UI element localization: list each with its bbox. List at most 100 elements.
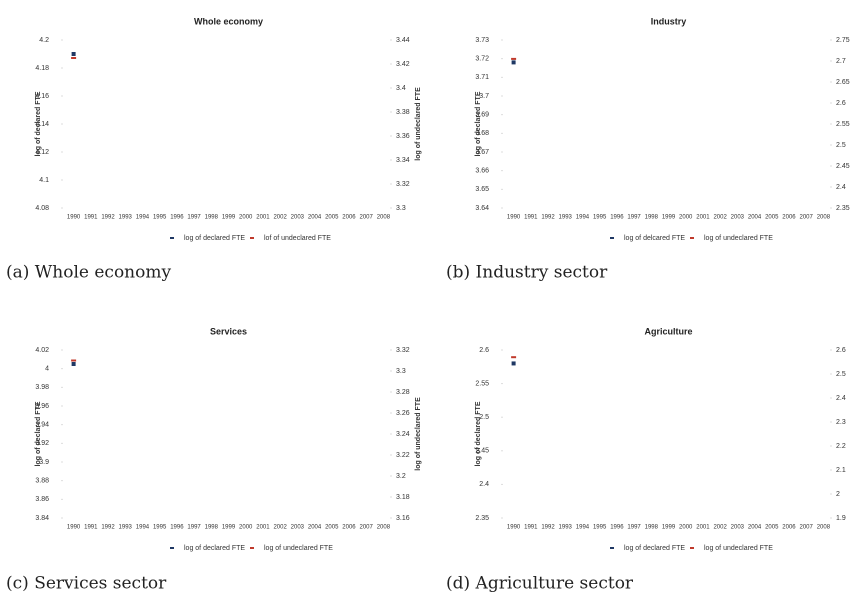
y2-axis-label: log of undeclared FTE bbox=[415, 397, 422, 471]
y-tick-label: 4.12 bbox=[35, 149, 49, 156]
caption: (d) Agriculture sector bbox=[446, 574, 634, 594]
x-tick-label: 2007 bbox=[800, 215, 814, 221]
marker bbox=[511, 60, 516, 65]
legend-swatch bbox=[250, 237, 254, 239]
y-axis-label: log of declared FTE bbox=[475, 91, 482, 156]
legend-label: lof of undeclared FTE bbox=[264, 235, 331, 242]
y-tick-label: 3.92 bbox=[35, 440, 49, 447]
x-tick-label: 1997 bbox=[187, 215, 201, 221]
x-tick-label: 2003 bbox=[291, 525, 305, 531]
legend-swatch bbox=[170, 547, 174, 549]
x-tick-label: 2002 bbox=[713, 215, 727, 221]
x-tick-label: 1990 bbox=[67, 215, 81, 221]
y-tick-label: 3.67 bbox=[475, 149, 489, 156]
x-tick-label: 1997 bbox=[187, 525, 201, 531]
x-tick-label: 2006 bbox=[782, 215, 796, 221]
legend-label: log of declared FTE bbox=[184, 545, 245, 552]
x-tick-label: 1991 bbox=[524, 525, 538, 531]
x-tick-label: 1994 bbox=[136, 525, 150, 531]
y-tick-label: 3.69 bbox=[475, 112, 489, 119]
y-tick-label: 3.9 bbox=[39, 459, 49, 466]
x-tick-label: 2001 bbox=[256, 215, 270, 221]
y-tick-label: 3.84 bbox=[35, 515, 49, 522]
y2-tick-label: 3.38 bbox=[396, 109, 410, 116]
x-tick-label: 1997 bbox=[627, 215, 641, 221]
y-tick-label: 3.7 bbox=[479, 93, 489, 100]
y2-tick-label: 3.34 bbox=[396, 157, 410, 164]
y2-tick-label: 2.4 bbox=[836, 395, 846, 402]
y-tick-label: 3.94 bbox=[35, 422, 49, 429]
x-tick-label: 1992 bbox=[101, 215, 115, 221]
x-tick-label: 2002 bbox=[273, 525, 287, 531]
x-tick-label: 2003 bbox=[731, 215, 745, 221]
x-tick-label: 2007 bbox=[360, 215, 374, 221]
x-tick-label: 2008 bbox=[377, 525, 391, 531]
y2-tick-label: 3.22 bbox=[396, 452, 410, 459]
marker bbox=[511, 57, 517, 60]
x-tick-label: 2002 bbox=[273, 215, 287, 221]
x-tick-label: 2006 bbox=[782, 525, 796, 531]
chart-title: Services bbox=[210, 326, 247, 336]
legend-label: log of delcared FTE bbox=[624, 235, 685, 242]
x-tick-label: 1995 bbox=[153, 525, 167, 531]
x-tick-label: 1993 bbox=[119, 215, 133, 221]
x-tick-label: 1993 bbox=[559, 215, 573, 221]
y2-tick-label: 3.2 bbox=[396, 473, 406, 480]
x-tick-label: 1997 bbox=[627, 525, 641, 531]
legend-swatch bbox=[690, 547, 694, 549]
y-axis-label: log of declared FTE bbox=[35, 401, 42, 466]
x-tick-label: 2004 bbox=[748, 525, 762, 531]
x-tick-label: 1996 bbox=[610, 215, 624, 221]
x-tick-label: 1994 bbox=[576, 215, 590, 221]
y2-tick-label: 2.75 bbox=[836, 37, 850, 44]
x-tick-label: 2001 bbox=[256, 525, 270, 531]
y2-tick-label: 2.35 bbox=[836, 205, 850, 212]
x-tick-label: 1990 bbox=[507, 215, 521, 221]
x-tick-label: 2008 bbox=[817, 525, 831, 531]
x-tick-label: 1991 bbox=[84, 525, 98, 531]
x-tick-label: 2006 bbox=[342, 525, 356, 531]
y2-tick-label: 3.32 bbox=[396, 347, 410, 354]
y2-tick-label: 1.9 bbox=[836, 515, 846, 522]
chart-title: Industry bbox=[651, 16, 687, 26]
x-tick-label: 1998 bbox=[645, 215, 659, 221]
x-tick-label: 1996 bbox=[170, 525, 184, 531]
y-tick-label: 3.98 bbox=[35, 384, 49, 391]
y-tick-label: 3.96 bbox=[35, 403, 49, 410]
legend-label: log of declared FTE bbox=[184, 235, 245, 242]
y2-tick-label: 3.4 bbox=[396, 85, 406, 92]
y2-tick-label: 2.6 bbox=[836, 100, 846, 107]
chart-title: Agriculture bbox=[644, 326, 692, 336]
x-tick-label: 2004 bbox=[308, 215, 322, 221]
x-tick-label: 1991 bbox=[84, 215, 98, 221]
legend-swatch bbox=[610, 237, 614, 239]
x-tick-label: 1990 bbox=[507, 525, 521, 531]
x-tick-label: 2006 bbox=[342, 215, 356, 221]
x-tick-label: 2000 bbox=[239, 215, 253, 221]
legend-swatch bbox=[250, 547, 254, 549]
x-tick-label: 1995 bbox=[593, 215, 607, 221]
legend-label: log of declared FTE bbox=[624, 545, 685, 552]
x-tick-label: 1993 bbox=[119, 525, 133, 531]
marker bbox=[71, 57, 77, 59]
x-tick-label: 2001 bbox=[696, 215, 710, 221]
y2-tick-label: 2.45 bbox=[836, 163, 850, 170]
legend-swatch bbox=[170, 237, 174, 239]
legend-label: log of undeclared FTE bbox=[264, 545, 333, 552]
caption: (c) Services sector bbox=[6, 574, 167, 594]
y-tick-label: 4.1 bbox=[39, 177, 49, 184]
caption: (b) Industry sector bbox=[446, 263, 608, 283]
y-tick-label: 2.35 bbox=[475, 515, 489, 522]
legend-swatch bbox=[610, 547, 614, 549]
y-tick-label: 4.18 bbox=[35, 65, 49, 72]
y-tick-label: 4.2 bbox=[39, 37, 49, 44]
x-tick-label: 2008 bbox=[817, 215, 831, 221]
marker bbox=[71, 52, 76, 56]
marker bbox=[511, 361, 516, 366]
y-tick-label: 3.86 bbox=[35, 496, 49, 503]
y-tick-label: 3.65 bbox=[475, 186, 489, 193]
caption: (a) Whole economy bbox=[6, 263, 171, 283]
marker bbox=[511, 356, 517, 359]
y2-tick-label: 3.28 bbox=[396, 389, 410, 396]
x-tick-label: 1995 bbox=[153, 215, 167, 221]
